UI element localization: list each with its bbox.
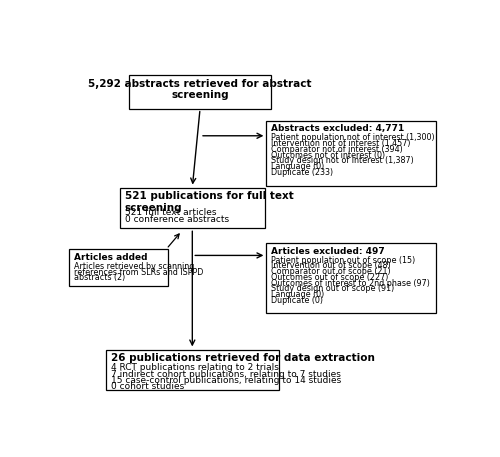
Text: 5,292 abstracts retrieved for abstract
screening: 5,292 abstracts retrieved for abstract s… [88,79,312,100]
Text: Study design out of scope (91): Study design out of scope (91) [271,284,394,293]
Text: 26 publications retrieved for data extraction: 26 publications retrieved for data extra… [111,353,375,363]
Text: Articles excluded: 497: Articles excluded: 497 [271,247,384,255]
Bar [120,188,265,228]
Text: Outcomes of interest to 2nd phase (97): Outcomes of interest to 2nd phase (97) [271,279,430,287]
Bar [106,350,278,390]
Text: Language (0): Language (0) [271,162,324,171]
Text: Comparator out of scope (21): Comparator out of scope (21) [271,267,390,276]
Text: Outcomes out of scope (227): Outcomes out of scope (227) [271,273,388,282]
Text: 7 indirect cohort publications, relating to 7 studies: 7 indirect cohort publications, relating… [111,370,341,378]
Text: 0 cohort studies: 0 cohort studies [111,383,184,391]
Text: Abstracts excluded: 4,771: Abstracts excluded: 4,771 [271,124,404,133]
Text: Articles added: Articles added [74,253,148,262]
Text: Duplicate (0): Duplicate (0) [271,296,323,305]
Text: Patient population not of interest (1,300): Patient population not of interest (1,30… [271,133,434,143]
Text: Articles retrieved by scanning: Articles retrieved by scanning [74,262,194,271]
Text: 521 publications for full text
screening: 521 publications for full text screening [124,191,294,213]
Text: Intervention out of scope (48): Intervention out of scope (48) [271,261,390,271]
Text: abstracts (2): abstracts (2) [74,273,126,282]
Text: Outcomes not of interest (0): Outcomes not of interest (0) [271,150,385,159]
Text: Study design not of interest (1,387): Study design not of interest (1,387) [271,156,414,165]
Text: 0 conference abstracts: 0 conference abstracts [124,215,229,224]
Text: Patient population out of scope (15): Patient population out of scope (15) [271,255,415,265]
Text: Intervention not of interest (1,457): Intervention not of interest (1,457) [271,139,410,148]
Text: Language (0): Language (0) [271,290,324,299]
Text: 4 RCT publications relating to 2 trials: 4 RCT publications relating to 2 trials [111,363,279,372]
Text: Duplicate (233): Duplicate (233) [271,168,333,177]
Text: references from SLRs and ISPPD: references from SLRs and ISPPD [74,267,204,276]
Bar [266,243,436,314]
Bar [266,121,436,186]
Bar [130,75,271,108]
Text: 521 full text articles: 521 full text articles [124,208,216,218]
Bar [70,249,168,286]
Text: 15 case-control publications, relating to 14 studies: 15 case-control publications, relating t… [111,376,342,385]
Text: Comparator not of interest (394): Comparator not of interest (394) [271,145,402,154]
